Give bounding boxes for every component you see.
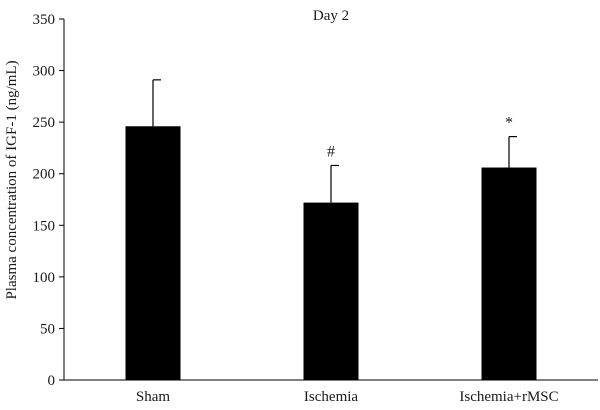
y-tick-label: 150 [33, 218, 56, 234]
plot-area: 0 50 100 150 200 250 300 350 Sham # Ischemia * Ische… [33, 12, 559, 405]
y-tick-label: 350 [33, 12, 56, 28]
y-tick-label: 200 [33, 167, 56, 183]
y-tick-label: 50 [40, 321, 55, 337]
x-category-label: Ischemia [304, 389, 358, 405]
significance-marker: # [327, 143, 335, 160]
x-category-label: Ischemia+rMSC [459, 389, 558, 405]
y-tick-label: 300 [33, 64, 56, 80]
significance-marker: * [505, 115, 513, 132]
x-category-label: Sham [136, 389, 171, 405]
y-tick-label: 0 [48, 373, 56, 389]
chart-title: Day 2 [313, 8, 349, 24]
y-tick-label: 100 [33, 270, 56, 286]
bar [481, 167, 537, 380]
y-axis-title: Plasma concentration of IGF-1 (ng/mL) [4, 60, 20, 299]
y-tick-label: 250 [33, 115, 56, 131]
bar [125, 126, 181, 380]
bar [303, 202, 359, 380]
